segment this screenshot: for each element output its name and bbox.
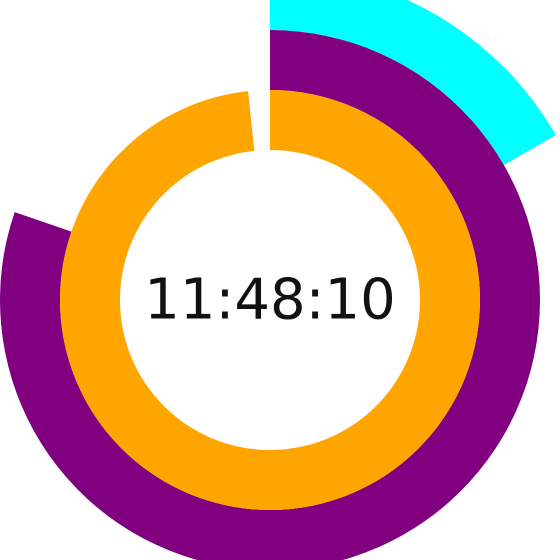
time-readout: 11:48:10 [144,268,396,333]
seconds-arc [270,0,556,165]
